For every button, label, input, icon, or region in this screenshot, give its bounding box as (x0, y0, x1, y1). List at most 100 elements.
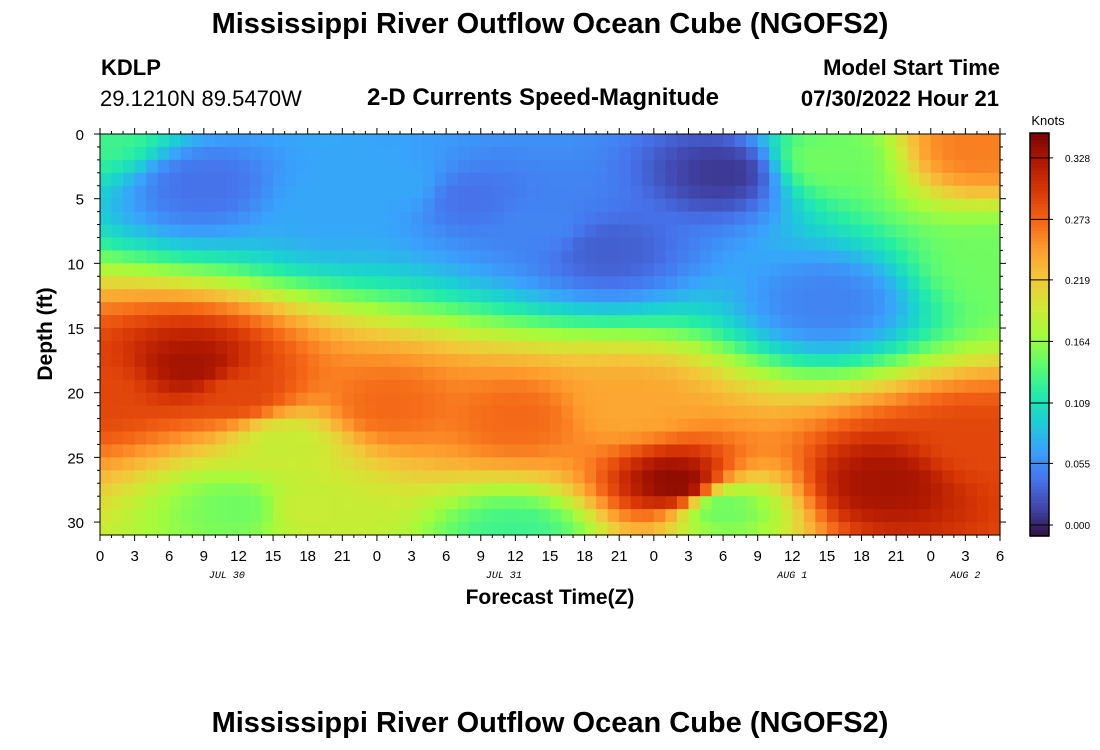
heatmap-cell (700, 340, 713, 355)
heatmap-cell (769, 224, 782, 239)
heatmap-cell (561, 444, 574, 458)
heatmap-cell (561, 522, 574, 536)
heatmap-cell (203, 470, 216, 484)
heatmap-cell (376, 289, 390, 303)
heatmap-cell (123, 276, 136, 290)
heatmap-cell (769, 392, 782, 407)
heatmap-cell (665, 457, 678, 471)
heatmap-cell (884, 276, 897, 290)
heatmap-cell (803, 172, 816, 187)
heatmap-cell (365, 315, 378, 329)
heatmap-cell (561, 353, 574, 368)
heatmap-cell (353, 237, 366, 252)
heatmap-cell (296, 224, 309, 239)
heatmap-cell (896, 302, 909, 316)
heatmap-cell (550, 353, 563, 368)
heatmap-cell (596, 405, 609, 420)
heatmap-cell (607, 224, 620, 239)
heatmap-cell (446, 146, 459, 161)
heatmap-cell (503, 496, 516, 510)
heatmap-cell (907, 392, 920, 407)
heatmap-cell (573, 340, 586, 355)
heatmap-cell (330, 340, 343, 355)
heatmap-cell (365, 392, 378, 407)
heatmap-cell (123, 444, 136, 458)
heatmap-cell (803, 263, 816, 277)
heatmap-cell (169, 366, 182, 381)
heatmap-cell (561, 340, 574, 355)
heatmap-cell (757, 172, 770, 187)
colorbar-band (1030, 374, 1049, 379)
heatmap-cell (411, 211, 424, 226)
heatmap-cell (596, 159, 609, 174)
heatmap-cell (538, 185, 551, 200)
heatmap-cell (342, 366, 355, 381)
heatmap-cell (319, 250, 332, 264)
heatmap-cell (469, 418, 482, 433)
heatmap-cell (826, 405, 840, 420)
heatmap-cell (734, 198, 747, 213)
heatmap-cell (584, 159, 597, 174)
heatmap-cell (284, 315, 297, 329)
heatmap-cell (111, 211, 124, 226)
heatmap-cell (123, 509, 136, 523)
heatmap-cell (976, 340, 990, 355)
colorbar-band (1030, 428, 1049, 433)
heatmap-cell (100, 185, 113, 200)
heatmap-cell (688, 250, 701, 264)
heatmap-cell (388, 224, 401, 239)
heatmap-cell (330, 379, 343, 394)
heatmap-cell (550, 146, 563, 161)
heatmap-cell (434, 353, 447, 368)
heatmap-cell (676, 509, 690, 523)
heatmap-cell (123, 483, 136, 497)
heatmap-cell (215, 211, 228, 226)
heatmap-cell (642, 340, 655, 355)
heatmap-cell (688, 340, 701, 355)
heatmap-cell (953, 483, 966, 497)
heatmap-cell (226, 392, 240, 407)
heatmap-cell (607, 496, 620, 510)
heatmap-cell (792, 263, 805, 277)
colorbar-band (1030, 472, 1049, 477)
heatmap-cell (884, 353, 897, 368)
heatmap-cell (492, 392, 505, 407)
heatmap-cell (723, 237, 736, 252)
heatmap-cell (896, 159, 909, 174)
heatmap-cell (953, 134, 966, 148)
heatmap-cell (896, 418, 909, 433)
heatmap-cell (411, 457, 424, 471)
heatmap-cell (503, 185, 516, 200)
heatmap-cell (203, 353, 216, 368)
heatmap-cell (850, 483, 863, 497)
heatmap-cell (596, 185, 609, 200)
heatmap-cell (757, 134, 770, 148)
heatmap-cell (492, 224, 505, 239)
y-tick-label: 25 (67, 450, 84, 467)
heatmap-cell (665, 146, 678, 161)
heatmap-cell (838, 289, 851, 303)
heatmap-cell (780, 211, 793, 226)
heatmap-cell (792, 457, 805, 471)
heatmap-cell (942, 444, 955, 458)
heatmap-cell (423, 224, 436, 239)
heatmap-cell (850, 392, 863, 407)
colorbar-band (1030, 310, 1049, 315)
heatmap-cell (400, 172, 413, 187)
heatmap-cell (561, 328, 574, 342)
colorbar-tick-label: 0.219 (1065, 276, 1090, 287)
heatmap-cell (653, 146, 666, 161)
heatmap-cell (319, 457, 332, 471)
heatmap-cell (296, 522, 309, 536)
heatmap-cell (526, 224, 540, 239)
heatmap-cell (573, 470, 586, 484)
heatmap-cell (434, 250, 447, 264)
heatmap-cell (711, 211, 724, 226)
heatmap-cell (446, 483, 459, 497)
heatmap-cell (261, 315, 274, 329)
heatmap-cell (238, 276, 251, 290)
heatmap-cell (342, 444, 355, 458)
colorbar-band (1030, 227, 1049, 231)
heatmap-cell (307, 457, 320, 471)
heatmap-cell (734, 392, 747, 407)
